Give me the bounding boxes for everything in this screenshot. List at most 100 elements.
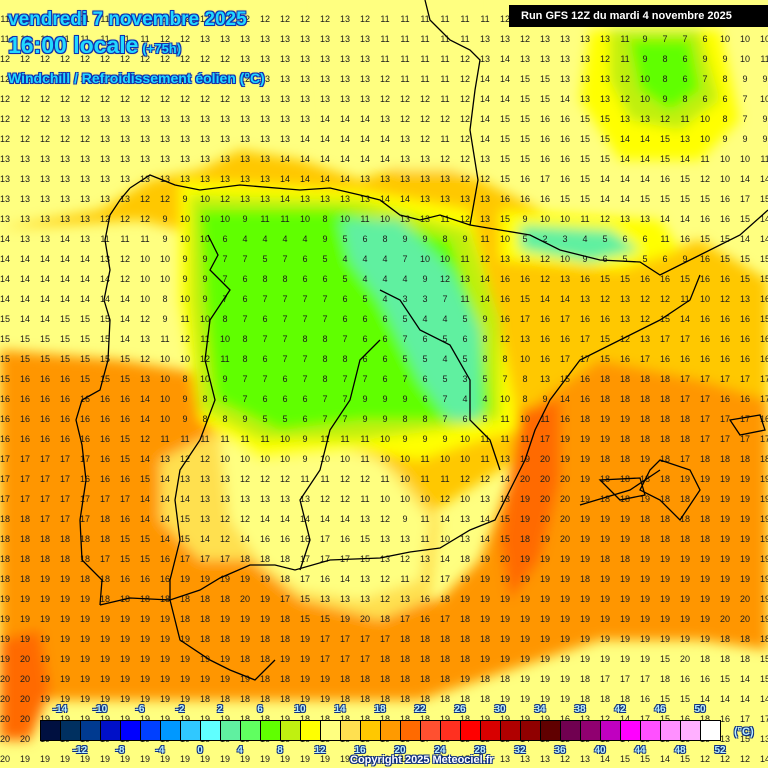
grid-value: 19 [499,574,510,584]
grid-value: 13 [259,34,270,44]
grid-value: 10 [179,234,190,244]
grid-value: 12 [0,134,10,144]
grid-value: 16 [719,394,730,404]
grid-value: 11 [180,434,190,444]
grid-value: 8 [242,334,248,344]
grid-value: 19 [579,614,590,624]
grid-value: 18 [439,634,450,644]
grid-value: 19 [759,514,768,524]
grid-value: 15 [659,134,670,144]
grid-value: 20 [359,614,370,624]
grid-value: 10 [519,414,530,424]
grid-value: 14 [619,194,630,204]
grid-value: 14 [99,294,110,304]
grid-value: 12 [39,114,50,124]
grid-value: 6 [302,274,308,284]
grid-value: 13 [559,34,570,44]
grid-value: 14 [239,534,250,544]
grid-value: 18 [659,374,670,384]
grid-value: 18 [639,534,650,544]
grid-value: 13 [479,494,490,504]
grid-value: 20 [559,494,570,504]
grid-value: 13 [79,114,90,124]
grid-value: 10 [199,374,210,384]
grid-value: 15 [119,534,130,544]
grid-value: 13 [139,154,150,164]
grid-value: 20 [0,694,10,704]
grid-value: 16 [119,394,130,404]
grid-value: 19 [99,654,110,664]
grid-value: 11 [180,314,190,324]
grid-value: 19 [0,614,10,624]
grid-value: 19 [119,754,130,764]
grid-value: 18 [159,594,170,604]
grid-value: 10 [399,494,410,504]
grid-value: 14 [19,294,30,304]
grid-value: 15 [59,354,70,364]
coastline-path [379,289,501,471]
grid-value: 18 [399,674,410,684]
grid-value: 14 [619,714,630,724]
grid-value: 12 [99,74,110,84]
grid-value: 13 [399,134,410,144]
grid-value: 14 [19,314,30,324]
grid-value: 13 [179,174,190,184]
scale-tick-bottom: 32 [514,745,526,756]
grid-value: 4 [382,294,388,304]
grid-value: 19 [539,714,550,724]
grid-value: 15 [759,254,768,264]
grid-value: 16 [559,174,570,184]
grid-value: 12 [719,754,730,764]
grid-value: 8 [162,294,168,304]
grid-value: 8 [182,374,188,384]
grid-value: 13 [19,174,30,184]
grid-value: 12 [379,594,390,604]
grid-value: 16 [759,334,768,344]
grid-value: 7 [302,294,308,304]
grid-value: 11 [40,34,50,44]
lead-time: (+75h) [142,41,182,56]
grid-value: 13 [199,514,210,524]
grid-value: 11 [220,354,230,364]
grid-value: 19 [39,754,50,764]
grid-value: 4 [302,234,308,244]
grid-value: 11 [500,434,510,444]
grid-value: 18 [619,434,630,444]
grid-value: 15 [659,654,670,664]
grid-value: 17 [299,554,310,564]
grid-value: 12 [219,194,230,204]
copyright: Copyright 2025 Meteociel.fr [350,754,494,766]
grid-value: 8 [482,354,488,364]
grid-value: 18 [39,554,50,564]
color-swatch [701,721,720,740]
grid-value: 12 [139,94,150,104]
grid-value: 16 [159,554,170,564]
grid-value: 18 [599,394,610,404]
grid-value: 18 [19,574,30,584]
grid-value: 12 [379,514,390,524]
grid-value: 18 [679,414,690,424]
grid-value: 7 [222,294,228,304]
grid-value: 12 [79,94,90,104]
grid-value: 18 [619,694,630,704]
grid-value: 11 [400,54,410,64]
grid-value: 19 [759,474,768,484]
grid-value: 18 [699,514,710,524]
grid-value: 16 [679,674,690,684]
grid-value: 9 [242,214,248,224]
grid-value: 18 [0,554,10,564]
grid-value: 19 [219,714,230,724]
grid-value: 19 [159,694,170,704]
grid-value: 18 [419,714,430,724]
grid-value: 18 [459,714,470,724]
grid-value: 16 [539,354,550,364]
grid-value: 10 [379,214,390,224]
grid-value: 17 [319,554,330,564]
grid-value: 7 [242,374,248,384]
grid-value: 13 [259,174,270,184]
grid-value: 14 [639,174,650,184]
grid-value: 15 [679,174,690,184]
grid-value: 4 [362,254,368,264]
grid-value: 6 [362,334,368,344]
grid-value: 10 [539,214,550,224]
